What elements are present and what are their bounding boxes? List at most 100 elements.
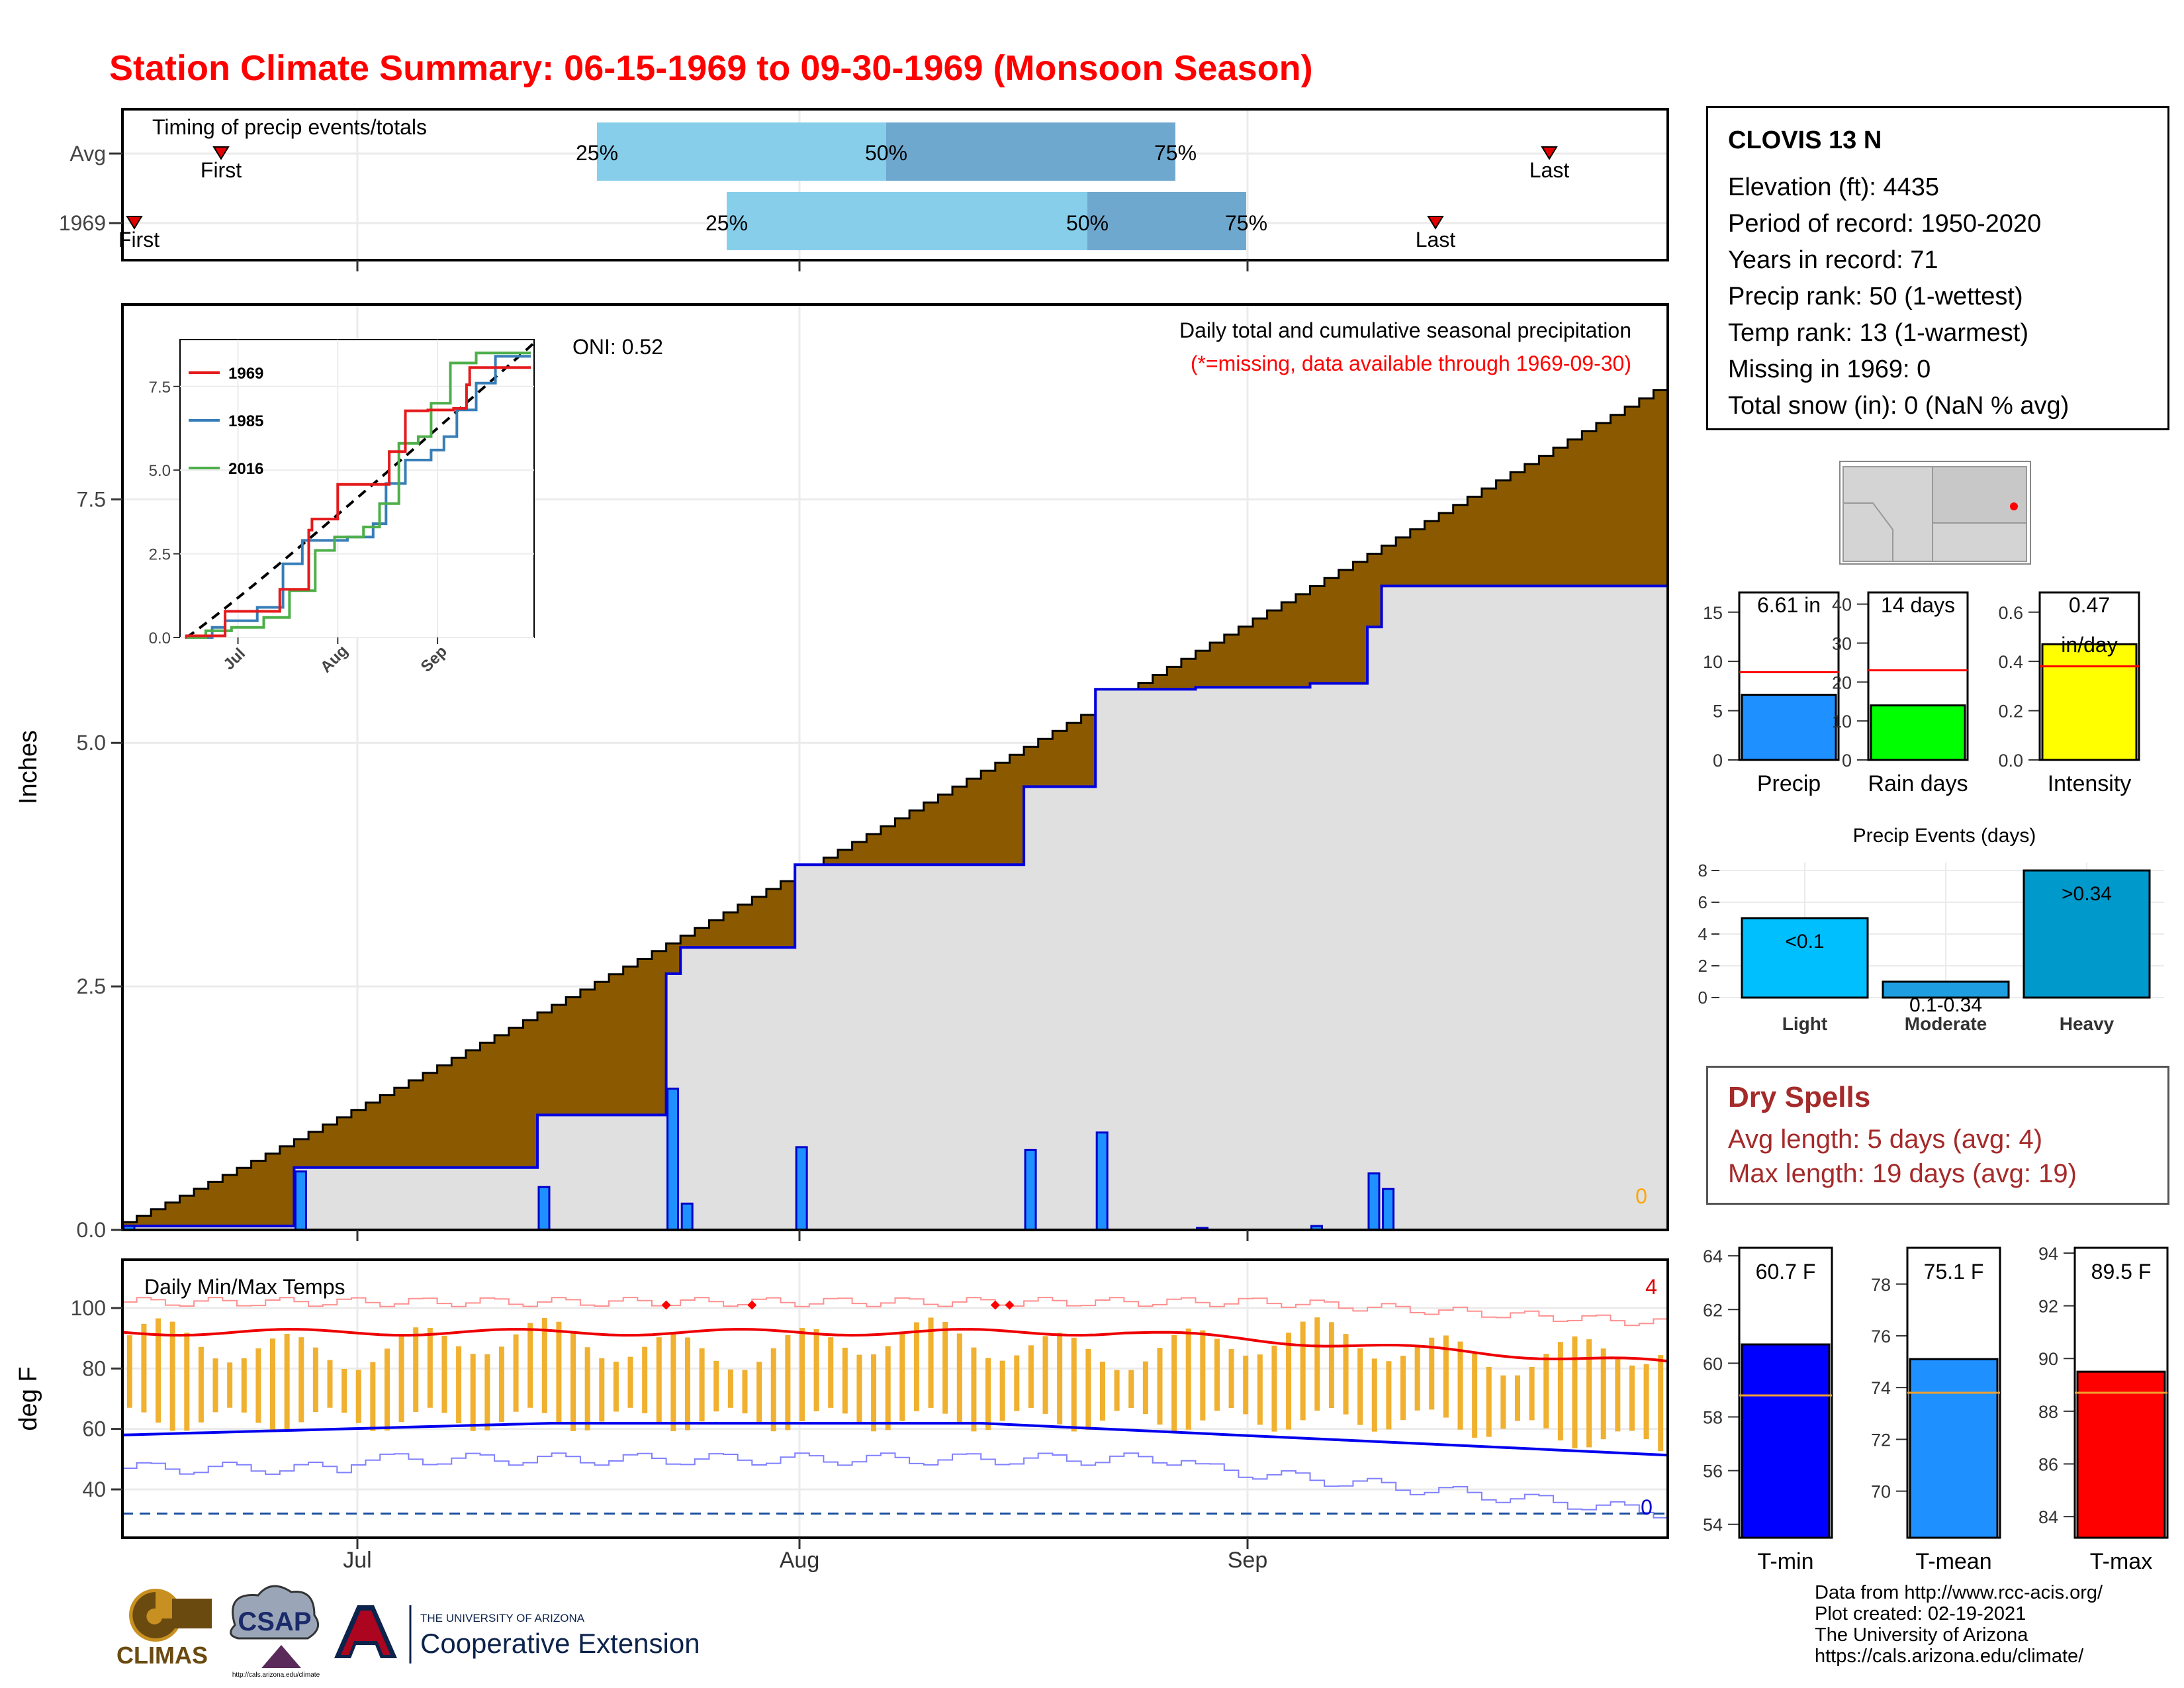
page-title: Station Climate Summary: 06-15-1969 to 0… — [109, 48, 1313, 88]
daily-temp-bar — [255, 1348, 261, 1423]
daily-temp-bar — [1157, 1348, 1163, 1425]
daily-temp-bar — [1185, 1328, 1191, 1430]
logo-strip: CLIMAS CSAP http://cals.arizona.edu/clim… — [109, 1579, 758, 1681]
daily-temp-bar — [1014, 1355, 1020, 1411]
daily-temp-bar — [1343, 1334, 1349, 1415]
station-years: Years in record: 71 — [1728, 246, 1938, 274]
events-title: Precip Events (days) — [1853, 825, 2036, 847]
events-ytick: 4 — [1698, 924, 1707, 944]
daily-temp-bar — [1643, 1364, 1649, 1440]
summary-label: Rain days — [1868, 771, 1968, 796]
daily-temp-bar — [785, 1335, 791, 1430]
daily-precip-bar — [1095, 1131, 1109, 1231]
y1969-first-marker — [126, 216, 143, 230]
summary-ytick: 0.6 — [1998, 603, 2023, 623]
summary-label: Precip — [1757, 771, 1821, 796]
y1969-p50-label: 50% — [1066, 211, 1109, 235]
daily-temp-bar — [642, 1346, 648, 1413]
daily-temp-bar — [270, 1338, 276, 1431]
temp-ytick: 80 — [82, 1356, 106, 1380]
daily-temp-bar — [1357, 1348, 1363, 1425]
credit-created: Plot created: 02-19-2021 — [1815, 1603, 2026, 1624]
daily-temp-bar — [856, 1354, 862, 1425]
observed-cumulative-area — [121, 585, 1669, 1231]
climas-logo: CLIMAS — [116, 1589, 212, 1669]
daily-precip-bar — [1024, 1149, 1037, 1231]
avg-first-marker — [212, 146, 230, 160]
daily-temp-bar — [1142, 1361, 1148, 1415]
daily-temp-bar — [498, 1346, 504, 1422]
daily-temp-bar — [156, 1318, 161, 1423]
y1969-25-50-bar — [727, 192, 1087, 250]
daily-temp-bar — [227, 1362, 233, 1408]
avg-last-label: Last — [1529, 158, 1570, 182]
daily-temp-bar — [999, 1360, 1005, 1421]
daily-temp-bar — [212, 1358, 218, 1413]
summary-bar — [2041, 643, 2138, 761]
temp-summary-label: T-max — [2090, 1549, 2152, 1574]
daily-temp-bar — [184, 1333, 190, 1431]
daily-temp-bar — [770, 1348, 776, 1432]
precip-subtitle: Daily total and cumulative seasonal prec… — [1179, 318, 1631, 342]
summary-ytick: 20 — [1832, 673, 1852, 692]
inset-avg-line — [185, 342, 535, 639]
record-high-marker — [990, 1300, 1000, 1310]
daily-precip-bar — [537, 1186, 551, 1231]
daily-temp-bar — [1200, 1330, 1206, 1421]
temp-summary-ytick: 84 — [2038, 1507, 2058, 1527]
daily-temp-bar — [1500, 1375, 1506, 1429]
dry-spells-box: Dry Spells Avg length: 5 days (avg: 4) M… — [1706, 1066, 2169, 1205]
temp-summary-ytick: 88 — [2038, 1402, 2058, 1422]
events-bar — [2023, 869, 2151, 999]
daily-temp-bar — [1543, 1354, 1549, 1429]
record-low-line — [122, 1452, 1668, 1519]
daily-temp-bar — [241, 1358, 247, 1413]
daily-temp-bar — [527, 1323, 533, 1408]
avg-25-50-bar — [597, 122, 886, 181]
record-high-marker — [1005, 1300, 1015, 1310]
daily-temp-bar — [899, 1333, 905, 1421]
daily-temp-bar — [441, 1335, 447, 1413]
inset-1969-line — [185, 366, 531, 639]
daily-temp-bar — [1457, 1341, 1463, 1430]
credits: Data from http://www.rcc-acis.org/ Plot … — [1815, 1582, 2103, 1667]
daily-temp-bar — [484, 1354, 490, 1430]
credit-url: https://cals.arizona.edu/climate/ — [1815, 1646, 2084, 1667]
csap-text: CSAP — [238, 1607, 311, 1636]
events-category: Heavy — [2060, 1013, 2115, 1034]
station-precip-rank: Precip rank: 50 (1-wettest) — [1728, 283, 2023, 310]
summary-value-unit: in/day — [2061, 633, 2117, 657]
precip-ytick: 7.5 — [77, 487, 106, 511]
daily-temp-bar — [327, 1360, 333, 1408]
record-low-count: 0 — [1641, 1495, 1653, 1519]
temp-summary-ytick: 64 — [1703, 1246, 1723, 1266]
daily-temp-bar — [1328, 1322, 1334, 1409]
summary-ytick: 0 — [1713, 751, 1723, 771]
inset-ytick: 2.5 — [149, 546, 171, 564]
inset-legend-label: 1985 — [228, 412, 263, 430]
daily-temp-bar — [828, 1337, 834, 1408]
precip-ytick: 5.0 — [77, 731, 106, 755]
daily-precip-bar — [680, 1202, 694, 1231]
y1969-last-marker — [1427, 216, 1444, 230]
record-high-marker — [661, 1300, 671, 1310]
temp-summary-value: 89.5 F — [2091, 1260, 2152, 1284]
daily-temp-bar — [670, 1333, 676, 1432]
daily-temp-bar — [570, 1333, 576, 1431]
oni-label: ONI: 0.52 — [572, 335, 663, 359]
record-high-line — [122, 1297, 1668, 1327]
temp-summary-ytick: 56 — [1703, 1462, 1723, 1481]
summary-ytick: 0.2 — [1998, 702, 2023, 722]
temp-summary-ytick: 78 — [1871, 1275, 1891, 1295]
location-map — [1839, 461, 2031, 565]
inset-2016-line — [186, 352, 531, 639]
daily-precip-bar — [1382, 1188, 1395, 1231]
summary-value-label: 0.47 — [2069, 593, 2110, 617]
record-high-marker — [747, 1300, 757, 1310]
daily-temp-bar — [613, 1361, 619, 1412]
daily-temp-bar — [1529, 1366, 1535, 1421]
daily-temp-bar — [1586, 1339, 1592, 1448]
daily-temp-bar — [1171, 1335, 1177, 1432]
events-ytick: 2 — [1698, 956, 1707, 976]
daily-temp-bar — [727, 1369, 733, 1408]
